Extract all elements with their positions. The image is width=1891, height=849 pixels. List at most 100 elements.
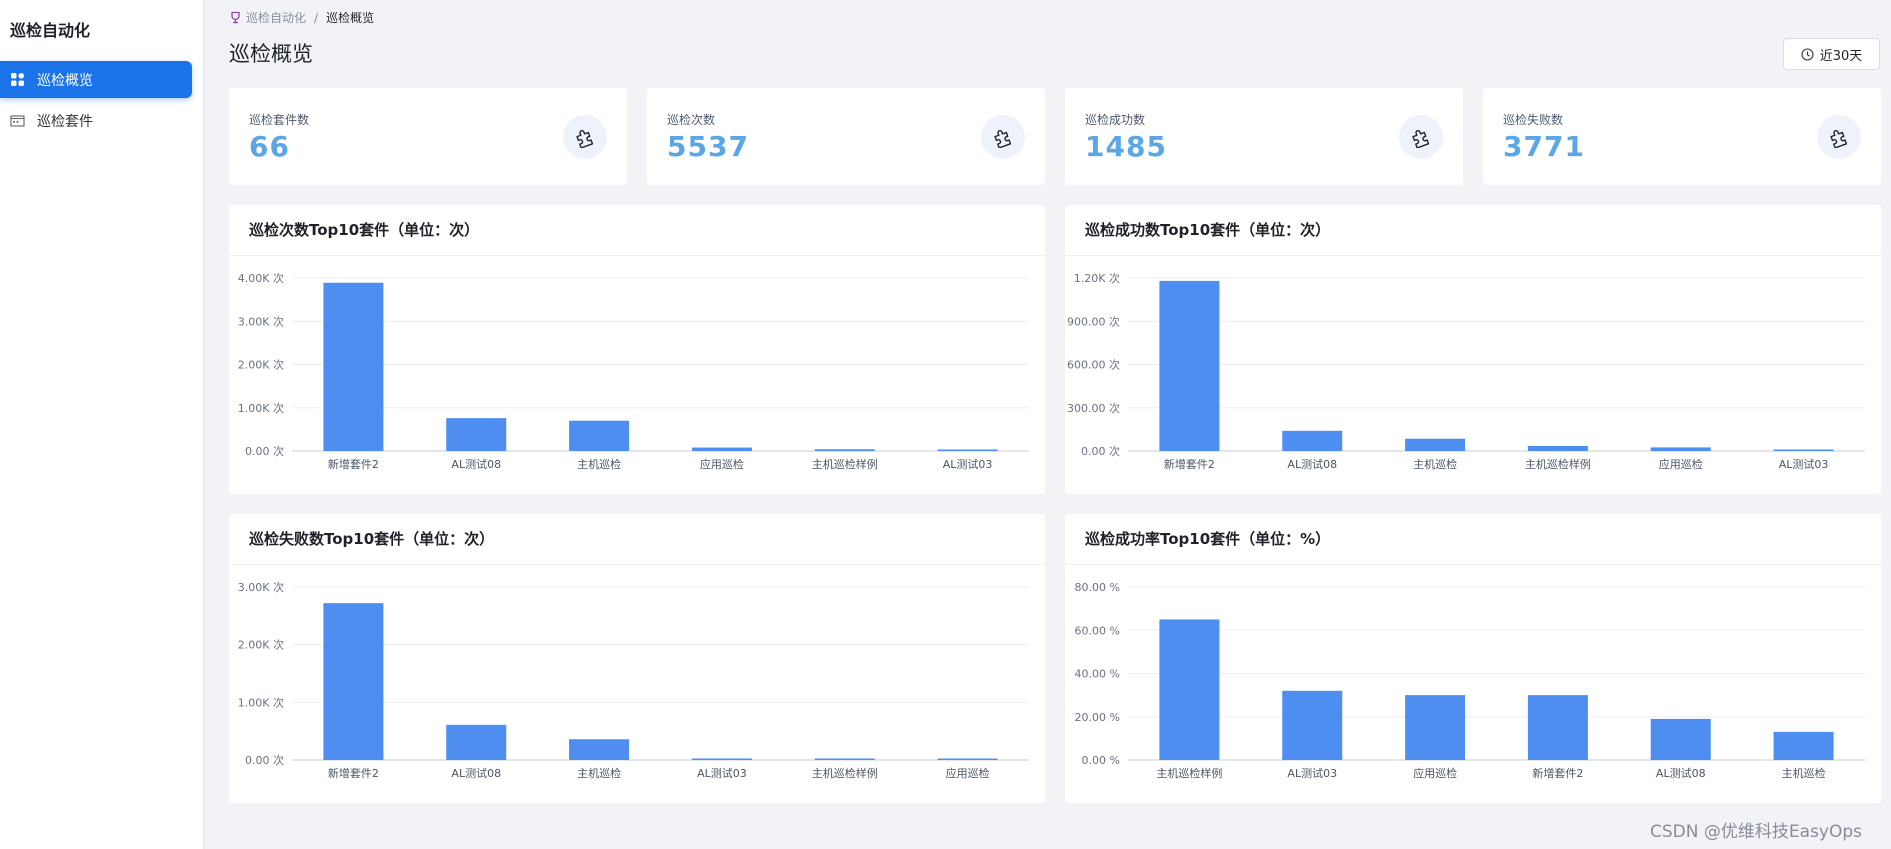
stat-value: 3771 <box>1503 130 1585 163</box>
stat-label: 巡检成功数 <box>1085 113 1146 127</box>
page-title: 巡检概览 <box>229 42 313 66</box>
stat-card-failure-count: 巡检失败数 3771 <box>1483 88 1881 185</box>
breadcrumb: 巡检自动化 / 巡检概览 <box>229 9 374 26</box>
puzzle-icon <box>1817 115 1861 159</box>
folder-calendar-icon <box>10 113 25 128</box>
sidebar: 巡检自动化 巡检概览 巡检套件 <box>0 0 204 849</box>
breadcrumb-separator: / <box>314 10 319 25</box>
bar <box>1159 619 1220 760</box>
x-tick-label: 主机巡检 <box>577 766 621 780</box>
y-tick-label: 3.00K 次 <box>238 314 284 328</box>
bar-chart-success-count: 0.00 次 300.00 次 600.00 次 900.00 次 1.20K 次新增套… <box>1067 271 1865 471</box>
x-tick-label: 主机巡检样例 <box>1156 766 1222 780</box>
date-range-label: 近30天 <box>1819 48 1863 64</box>
date-range-button[interactable]: 近30天 <box>1783 38 1880 70</box>
y-tick-label: 60.00 % <box>1075 624 1120 637</box>
bar <box>691 758 752 760</box>
x-tick-label: AL测试08 <box>1656 767 1706 780</box>
breadcrumb-current: 巡检概览 <box>326 11 375 25</box>
bar <box>323 282 384 451</box>
stat-card-success-count: 巡检成功数 1485 <box>1065 88 1463 185</box>
x-tick-label: 新增套件2 <box>1532 766 1583 780</box>
chart-card-success-count: 巡检成功数Top10套件（单位：次） 0.00 次 300.00 次 600.00 … <box>1065 205 1881 494</box>
x-tick-label: AL测试03 <box>1779 458 1829 471</box>
bar-chart-success-rate: 0.00 % 20.00 % 40.00 % 60.00 % 80.00 % 主机巡检样例… <box>1075 581 1865 780</box>
y-tick-label: 0.00 次 <box>245 753 284 767</box>
bar <box>1159 280 1220 451</box>
x-tick-label: 主机巡检样例 <box>812 457 878 471</box>
divider <box>229 255 1045 256</box>
chart-card-failure-count: 巡检失败数Top10套件（单位：次） 0.00 次 1.00K 次 2.00K 次 3… <box>229 514 1045 803</box>
bar <box>569 420 630 451</box>
trophy-icon <box>229 11 242 24</box>
stat-label: 巡检套件数 <box>249 113 310 127</box>
x-tick-label: 主机巡检 <box>1782 766 1826 780</box>
stat-card-suite-count: 巡检套件数 66 <box>229 88 627 185</box>
bar <box>446 724 507 760</box>
bar <box>569 739 630 760</box>
chart-title: 巡检失败数Top10套件（单位：次） <box>249 530 495 548</box>
y-tick-label: 2.00K 次 <box>238 358 284 372</box>
x-tick-label: AL测试08 <box>451 767 501 780</box>
divider <box>229 564 1045 565</box>
bar <box>1405 438 1466 451</box>
bar <box>1650 718 1711 760</box>
bar <box>1773 449 1834 451</box>
x-tick-label: 新增套件2 <box>328 457 379 471</box>
bar <box>937 449 998 451</box>
x-tick-label: 应用巡检 <box>946 766 990 780</box>
clock-icon <box>1801 47 1814 61</box>
divider <box>1065 255 1881 256</box>
x-tick-label: 主机巡检 <box>1413 457 1457 471</box>
bar <box>814 758 875 760</box>
stat-value: 66 <box>249 130 290 163</box>
y-tick-label: 3.00K 次 <box>238 580 284 594</box>
chart-title: 巡检次数Top10套件（单位：次） <box>249 221 480 239</box>
puzzle-icon <box>981 115 1025 159</box>
stat-value: 5537 <box>667 130 749 163</box>
x-tick-label: 主机巡检 <box>577 457 621 471</box>
app-title: 巡检自动化 <box>10 21 91 40</box>
watermark: CSDN @优维科技EasyOps <box>1650 822 1862 842</box>
y-tick-label: 2.00K 次 <box>238 638 284 652</box>
breadcrumb-root[interactable]: 巡检自动化 <box>246 11 307 25</box>
bar <box>814 449 875 451</box>
bar <box>691 447 752 451</box>
bar <box>1527 695 1588 760</box>
y-tick-label: 600.00 次 <box>1067 358 1120 372</box>
sidebar-item-overview[interactable]: 巡检概览 <box>0 61 192 98</box>
bar <box>1650 447 1711 451</box>
x-tick-label: AL测试03 <box>697 767 747 780</box>
divider <box>1065 564 1881 565</box>
stat-card-run-count: 巡检次数 5537 <box>647 88 1045 185</box>
grid-icon <box>10 72 25 87</box>
bar <box>1405 695 1466 760</box>
x-tick-label: 新增套件2 <box>328 766 379 780</box>
stat-label: 巡检失败数 <box>1503 113 1564 127</box>
y-tick-label: 80.00 % <box>1075 581 1120 594</box>
y-tick-label: 0.00 次 <box>245 444 284 458</box>
chart-title: 巡检成功数Top10套件（单位：次） <box>1085 221 1331 239</box>
y-tick-label: 0.00 % <box>1082 754 1120 767</box>
bar <box>1773 731 1834 760</box>
sidebar-item-label: 巡检套件 <box>37 113 93 130</box>
sidebar-item-suites[interactable]: 巡检套件 <box>0 102 192 139</box>
bar <box>446 418 507 451</box>
x-tick-label: 新增套件2 <box>1164 457 1215 471</box>
y-tick-label: 1.00K 次 <box>238 401 284 415</box>
bar <box>937 758 998 760</box>
chart-card-success-rate: 巡检成功率Top10套件（单位：%） 0.00 % 20.00 % 40.00 % 6… <box>1065 514 1881 803</box>
bar <box>1527 445 1588 451</box>
bar <box>323 603 384 760</box>
stat-label: 巡检次数 <box>667 113 716 127</box>
x-tick-label: 应用巡检 <box>700 457 744 471</box>
y-tick-label: 20.00 % <box>1075 711 1120 724</box>
x-tick-label: AL测试03 <box>943 458 993 471</box>
chart-title: 巡检成功率Top10套件（单位：%） <box>1085 530 1331 548</box>
bar <box>1282 430 1343 451</box>
sidebar-item-label: 巡检概览 <box>37 72 93 89</box>
y-tick-label: 1.20K 次 <box>1074 271 1120 285</box>
y-tick-label: 4.00K 次 <box>238 271 284 285</box>
